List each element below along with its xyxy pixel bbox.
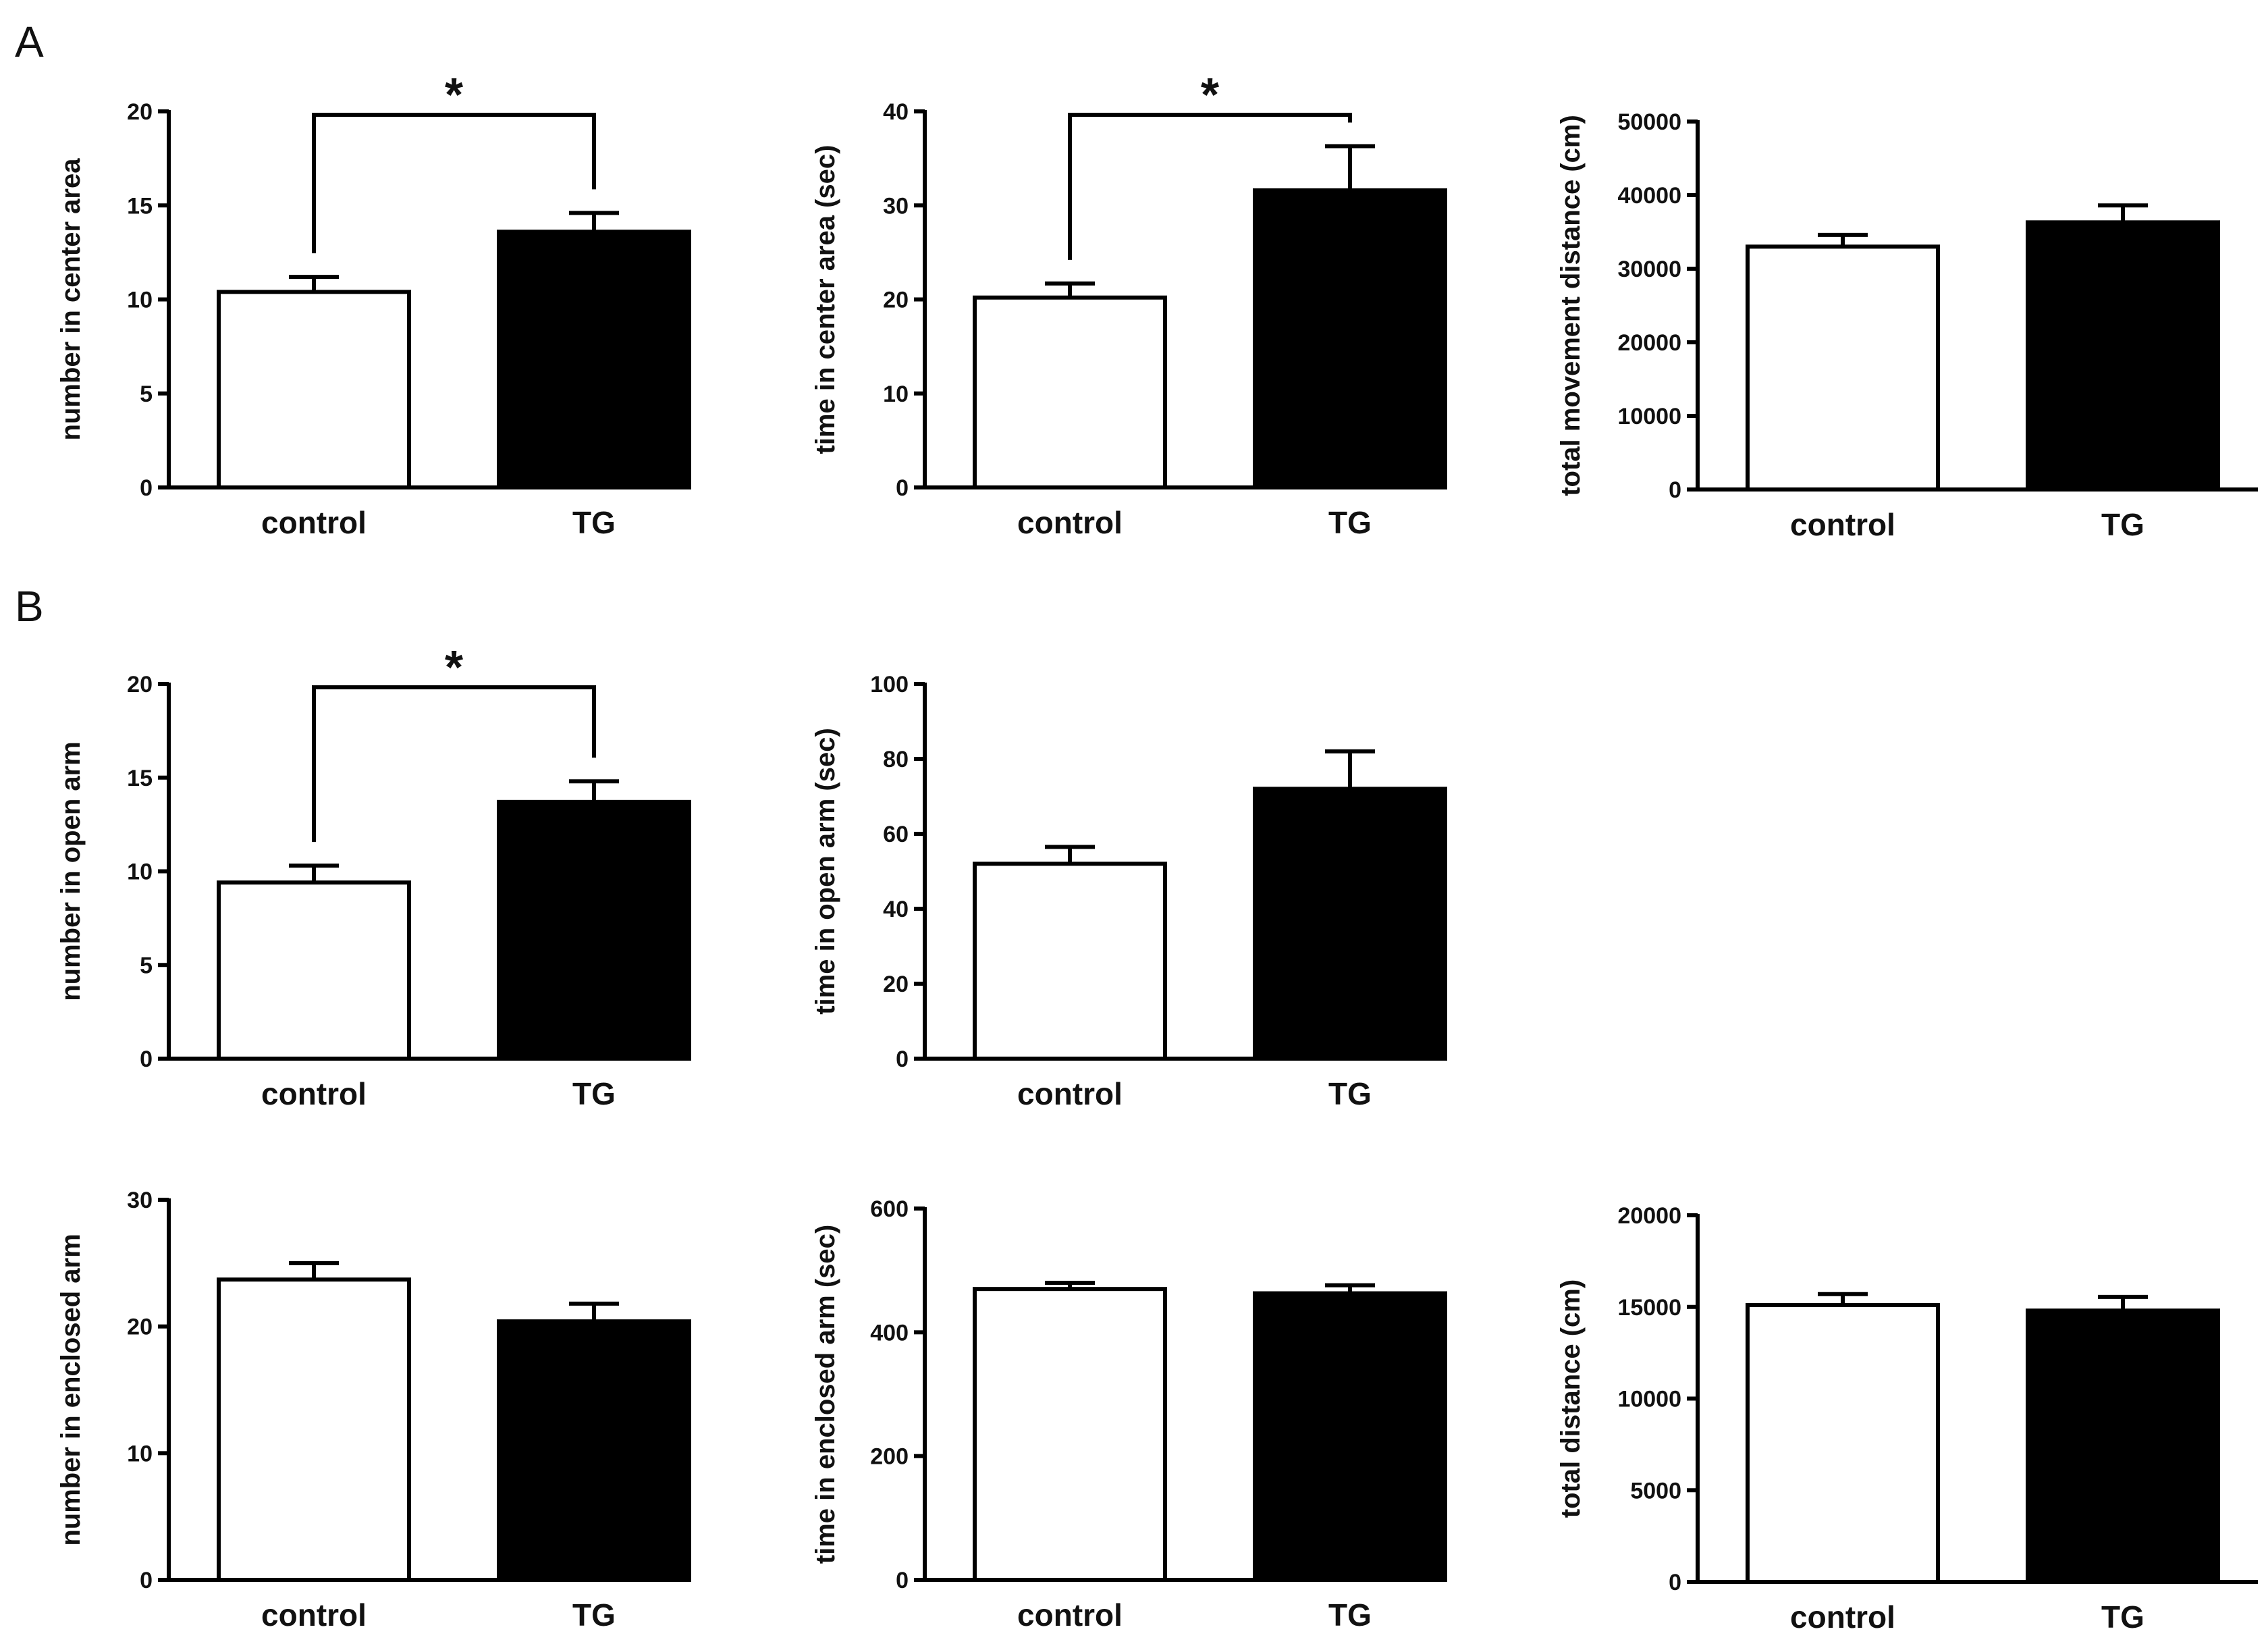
category-label-tg: TG [2101, 1599, 2144, 1635]
y-axis-title: time in open arm (sec) [811, 728, 840, 1015]
y-tick-label: 20000 [1617, 330, 1681, 356]
chart-enclosed-arm-time: control TG 0 200 400 600 time in enclosed arm … [811, 1196, 1447, 1633]
y-axis-title: total movement distance (cm) [1556, 115, 1586, 496]
category-label-control: control [1017, 1597, 1123, 1633]
y-tick-label: 100 [870, 672, 909, 697]
y-tick-label: 5000 [1630, 1478, 1681, 1504]
category-label-tg: TG [1328, 1597, 1372, 1633]
bar-control [1746, 1303, 1940, 1585]
bar-control [973, 1287, 1167, 1582]
category-label-control: control [1790, 1599, 1895, 1635]
y-tick-label: 20 [883, 288, 909, 313]
significance-bracket [312, 685, 596, 843]
y-axis-title: number in enclosed arm [56, 1234, 86, 1545]
y-tick-label: 40 [883, 99, 909, 125]
y-tick-label: 10 [127, 288, 153, 313]
y-axis-title: time in center area (sec) [811, 145, 840, 454]
y-tick-label: 10000 [1617, 404, 1681, 429]
category-label-tg: TG [572, 1076, 616, 1111]
y-tick-label: 10 [883, 381, 909, 407]
panel-label-a: A [15, 18, 44, 66]
chart-total-distance: control TG 0 5000 10000 15000 20000 total dista… [1556, 1203, 2258, 1635]
chart-enclosed-arm-number: control TG 0 10 20 30 number in enclosed arm [56, 1188, 691, 1633]
y-tick-label: 20 [127, 99, 153, 125]
y-tick-label: 0 [140, 475, 153, 501]
y-tick-label: 10000 [1617, 1387, 1681, 1412]
bar-tg [1253, 188, 1447, 489]
y-axis-title: number in center area [56, 158, 86, 441]
y-tick-label: 50000 [1617, 109, 1681, 135]
y-tick-label: 60 [883, 822, 909, 847]
significance-bracket [1068, 113, 1352, 260]
y-tick-label: 5 [140, 381, 153, 407]
bar-tg [1253, 1291, 1447, 1583]
y-tick-label: 400 [870, 1320, 909, 1346]
y-tick-label: 10 [127, 859, 153, 885]
y-tick-label: 0 [140, 1046, 153, 1072]
y-tick-label: 20 [883, 972, 909, 997]
chart-center-area-number: control TG 0 5 10 15 20 number in center area * [56, 68, 691, 540]
category-label-tg: TG [1328, 505, 1372, 540]
y-tick-label: 30 [127, 1188, 153, 1213]
y-tick-label: 200 [870, 1444, 909, 1470]
significance-marker: * [1201, 68, 1220, 121]
category-label-control: control [261, 505, 367, 540]
bar-control [973, 861, 1167, 1061]
y-tick-label: 0 [1669, 1570, 1681, 1595]
bar-tg [497, 230, 691, 489]
y-tick-label: 10 [127, 1441, 153, 1466]
y-tick-label: 80 [883, 747, 909, 772]
bar-control [1746, 244, 1940, 492]
y-tick-label: 600 [870, 1196, 909, 1222]
category-label-control: control [1790, 507, 1895, 542]
y-tick-label: 15000 [1617, 1295, 1681, 1321]
chart-open-arm-number: control TG 0 5 10 15 20 number in open arm * [56, 641, 691, 1111]
y-axis-title: time in enclosed arm (sec) [811, 1225, 840, 1564]
chart-total-movement-distance: control TG 0 10000 20000 30000 40000 50000 total… [1556, 109, 2258, 542]
y-tick-label: 30 [883, 193, 909, 219]
significance-bracket [312, 113, 596, 254]
category-label-tg: TG [572, 1597, 616, 1633]
y-tick-label: 40000 [1617, 183, 1681, 209]
category-label-tg: TG [2101, 507, 2144, 542]
bar-tg [497, 1319, 691, 1583]
y-tick-label: 0 [140, 1568, 153, 1593]
y-tick-label: 20 [127, 672, 153, 697]
y-axis-title: total distance (cm) [1556, 1279, 1586, 1518]
bar-control [217, 290, 411, 489]
y-tick-label: 40 [883, 897, 909, 922]
category-label-control: control [261, 1076, 367, 1111]
y-tick-label: 15 [127, 193, 153, 219]
category-label-control: control [1017, 505, 1123, 540]
y-tick-label: 30000 [1617, 257, 1681, 282]
significance-marker: * [445, 68, 464, 121]
y-tick-label: 5 [140, 953, 153, 978]
y-tick-label: 0 [896, 475, 909, 501]
category-label-tg: TG [1328, 1076, 1372, 1111]
bar-tg [2026, 220, 2220, 492]
bar-control [973, 295, 1167, 489]
bar-tg [497, 799, 691, 1061]
chart-open-arm-time: control TG 0 20 40 60 80 100 time in open arm (s… [811, 672, 1447, 1111]
y-axis-title: number in open arm [56, 741, 86, 1001]
bar-control [217, 880, 411, 1061]
bar-tg [1253, 787, 1447, 1061]
y-tick-label: 0 [1669, 477, 1681, 503]
chart-center-area-time: control TG 0 10 20 30 40 time in center area (s… [811, 68, 1447, 540]
panel-label-b: B [15, 582, 44, 631]
y-tick-label: 20 [127, 1315, 153, 1340]
category-label-tg: TG [572, 505, 616, 540]
category-label-control: control [261, 1597, 367, 1633]
y-tick-label: 0 [896, 1568, 909, 1593]
bar-control [217, 1277, 411, 1582]
bar-tg [2026, 1308, 2220, 1585]
y-tick-label: 15 [127, 766, 153, 791]
y-tick-label: 0 [896, 1046, 909, 1072]
category-label-control: control [1017, 1076, 1123, 1111]
significance-marker: * [445, 641, 464, 693]
y-tick-label: 20000 [1617, 1203, 1681, 1229]
